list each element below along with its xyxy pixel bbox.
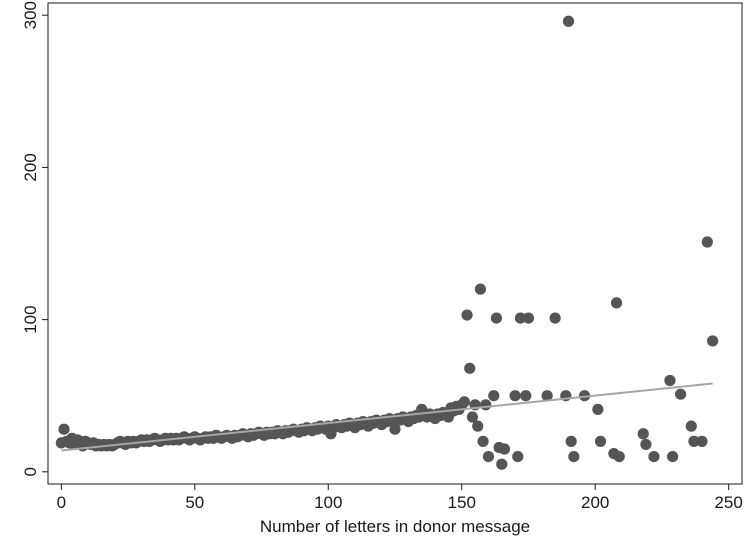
data-point: [464, 362, 476, 374]
data-point: [640, 438, 652, 451]
data-point: [466, 411, 479, 423]
x-tick-label: 150: [448, 493, 476, 512]
data-point: [549, 312, 561, 324]
data-point: [488, 390, 500, 402]
fit-line: [61, 382, 713, 452]
data-point: [696, 435, 708, 447]
x-axis-title: Number of letters in donor message: [260, 517, 530, 536]
data-point: [685, 420, 697, 432]
data-point: [688, 435, 700, 447]
data-point: [458, 396, 470, 408]
x-tick-label: 0: [57, 493, 66, 512]
data-point: [701, 236, 713, 248]
y-tick-label: 100: [21, 305, 40, 333]
y-axis: 0 100 200 300: [21, 1, 48, 477]
data-point: [512, 451, 524, 463]
x-axis: 0 50 100 150 200 250: [57, 484, 743, 512]
data-point: [389, 423, 401, 435]
data-point: [509, 390, 521, 402]
data-point: [490, 312, 503, 324]
data-point: [482, 451, 495, 463]
y-tick-label: 0: [21, 467, 40, 476]
x-tick-label: 100: [314, 493, 342, 512]
data-point: [461, 309, 473, 321]
data-point: [637, 428, 649, 440]
data-point: [522, 312, 535, 324]
data-point: [565, 435, 577, 447]
data-point: [592, 403, 604, 416]
data-point: [58, 423, 70, 435]
data-point: [472, 420, 484, 432]
y-tick-label: 200: [21, 153, 40, 181]
data-point: [496, 458, 508, 470]
data-point: [514, 312, 527, 324]
plot-frame: [47, 2, 743, 485]
data-point: [474, 283, 487, 295]
data-point: [541, 390, 553, 402]
data-point: [498, 443, 511, 455]
data-point: [480, 399, 492, 411]
data-point: [610, 297, 623, 309]
x-tick-label: 200: [581, 493, 609, 512]
data-point: [707, 335, 719, 347]
fit-line-layer: [61, 382, 713, 452]
data-point: [562, 15, 575, 27]
data-point: [648, 451, 660, 463]
x-tick-label: 50: [185, 493, 204, 512]
data-point: [664, 374, 676, 387]
data-point: [613, 451, 625, 463]
data-point: [520, 390, 532, 402]
x-tick-label: 250: [714, 493, 742, 512]
data-point: [594, 435, 607, 447]
data-point: [667, 451, 679, 463]
data-point: [568, 451, 580, 463]
data-point: [477, 435, 489, 447]
y-tick-label: 300: [21, 1, 40, 29]
data-point: [675, 388, 687, 400]
